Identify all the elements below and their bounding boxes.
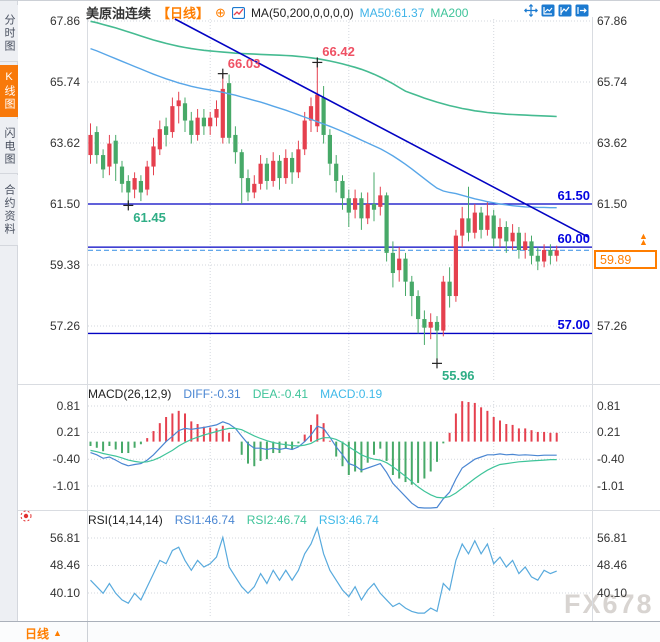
- sidebar-tab-timeline[interactable]: 分时图: [0, 5, 18, 62]
- macd-dea-value: DEA:-0.41: [252, 387, 309, 401]
- period-tag: 【日线】: [157, 6, 210, 21]
- kline-chart-icon[interactable]: [231, 6, 245, 19]
- rsi-header: RSI(14,14,14) RSI1:46.74 RSI2:46.74 RSI3…: [88, 513, 379, 527]
- macd-diff-value: DIFF:-0.31: [183, 387, 241, 401]
- ma50-value: MA50:61.37: [359, 5, 425, 20]
- rsi3-value: RSI3:46.74: [318, 513, 379, 527]
- chart-scale-icon[interactable]: [541, 4, 555, 17]
- exit-fullscreen-icon[interactable]: [575, 4, 589, 17]
- sidebar-tab-contract-info[interactable]: 合约资料: [0, 175, 18, 246]
- sidebar: 分时图 K线图闪电图 合约资料: [0, 1, 18, 642]
- pan-crosshair-icon[interactable]: [524, 4, 538, 17]
- last-price-box: 59.89: [594, 250, 657, 269]
- chart-toolbar: [524, 4, 589, 17]
- macd-hist-value: MACD:0.19: [320, 387, 383, 401]
- macd-header: MACD(26,12,9) DIFF:-0.31 DEA:-0.41 MACD:…: [88, 387, 382, 401]
- price-up-arrow-icon: ▲ ▲: [639, 231, 648, 247]
- ma-settings-label: MA(50,200,0,0,0,0): [250, 5, 354, 20]
- rsi2-value: RSI2:46.74: [246, 513, 307, 527]
- macd-title: MACD(26,12,9): [88, 387, 172, 401]
- chart-line-icon[interactable]: [558, 4, 572, 17]
- chart-header: 美原油连续 【日线】 ⊕ MA(50,200,0,0,0,0) MA50:61.3…: [86, 3, 468, 22]
- watermark: FX678: [564, 589, 654, 619]
- rsi1-value: RSI1:46.74: [174, 513, 235, 527]
- period-label: 日线: [25, 626, 50, 641]
- bottom-bar: 日线 ▲: [0, 621, 660, 642]
- ma200-value: MA200: [430, 5, 469, 20]
- symbol-title: 美原油连续: [86, 6, 152, 21]
- alert-target-icon[interactable]: [19, 509, 33, 528]
- add-indicator-icon[interactable]: ⊕: [215, 4, 226, 20]
- sidebar-tab-lightning[interactable]: 闪电图: [0, 119, 18, 174]
- last-price-value: 59.89: [600, 253, 632, 267]
- caret-up-icon: ▲: [53, 628, 62, 638]
- sidebar-tab-kline[interactable]: K线图: [0, 65, 18, 117]
- rsi-title: RSI(14,14,14): [88, 513, 163, 527]
- period-selector[interactable]: 日线 ▲: [18, 622, 88, 642]
